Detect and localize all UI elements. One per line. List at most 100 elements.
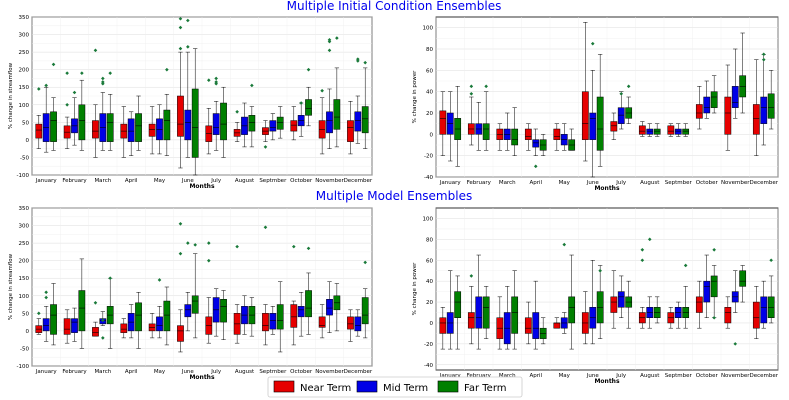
outlier-point bbox=[108, 276, 112, 281]
title-top: Multiple Initial Condition Ensembles bbox=[287, 0, 502, 13]
outlier-point bbox=[193, 243, 197, 247]
box-mid-term bbox=[532, 312, 540, 339]
y-tick-label: 100 bbox=[19, 103, 30, 109]
month-label: July bbox=[615, 373, 627, 379]
y-tick-label: 250 bbox=[19, 241, 30, 247]
y-axis-label: % change in streamflow bbox=[8, 253, 14, 320]
box-far-term bbox=[361, 297, 369, 325]
box-mid-term bbox=[326, 111, 333, 134]
month-label: February bbox=[467, 373, 492, 379]
outlier-point bbox=[469, 84, 474, 89]
box-near-term bbox=[695, 104, 703, 119]
outlier-point bbox=[44, 83, 48, 88]
month-label: Septmber bbox=[259, 178, 287, 184]
box-near-term bbox=[347, 120, 354, 142]
box-far-term bbox=[710, 275, 718, 298]
legend: Near Term Mid Term Far Term bbox=[267, 376, 523, 398]
y-tick-label: -50 bbox=[20, 155, 29, 161]
box-near-term bbox=[695, 296, 703, 313]
box-far-term bbox=[50, 111, 57, 142]
box-far-term bbox=[135, 113, 142, 142]
outlier-point bbox=[37, 311, 41, 316]
title-bottom: Multiple Model Ensembles bbox=[316, 189, 472, 203]
outlier-point bbox=[207, 258, 211, 263]
y-tick-label: 200 bbox=[19, 259, 30, 265]
box-mid-term bbox=[475, 296, 483, 329]
outlier-point bbox=[80, 71, 84, 75]
box-mid-term bbox=[703, 96, 711, 114]
box-near-term bbox=[35, 123, 43, 139]
y-tick-label: 50 bbox=[22, 311, 29, 317]
y-tick-label: 60 bbox=[426, 258, 433, 264]
y-tick-label: 300 bbox=[19, 224, 30, 230]
outlier-point bbox=[320, 88, 324, 93]
box-far-term bbox=[220, 102, 227, 141]
legend-far-swatch bbox=[437, 380, 459, 393]
month-label: Septmber bbox=[665, 180, 693, 186]
y-tick-label: -100 bbox=[17, 173, 30, 179]
outlier-point bbox=[178, 222, 183, 226]
month-label: August bbox=[235, 369, 255, 375]
outlier-point bbox=[733, 342, 738, 346]
y-tick-label: -50 bbox=[20, 346, 29, 352]
box-far-term bbox=[50, 304, 57, 335]
panel-4: -40 -20 0 20 40 60 80 100 January February March Ap… bbox=[412, 207, 779, 385]
outlier-point bbox=[469, 92, 474, 96]
month-label: November bbox=[721, 373, 750, 379]
month-label: December bbox=[344, 178, 373, 184]
month-label: December bbox=[749, 180, 778, 186]
outlier-point bbox=[178, 251, 183, 256]
y-axis-label: % change in power bbox=[412, 262, 418, 315]
panel-1: -100 -50 0 50 100 150 200 250 300 350 January Febru… bbox=[8, 15, 373, 190]
box-far-term bbox=[682, 128, 690, 135]
y-tick-label: 200 bbox=[19, 68, 30, 74]
outlier-point bbox=[306, 246, 311, 251]
outlier-point bbox=[207, 78, 211, 82]
month-label: January bbox=[439, 373, 462, 379]
outlier-point bbox=[263, 145, 268, 149]
y-tick-label: 0 bbox=[26, 138, 30, 144]
box-mid-term bbox=[703, 280, 711, 303]
outlier-point bbox=[186, 45, 190, 49]
box-far-term bbox=[106, 113, 114, 142]
month-label: August bbox=[640, 373, 660, 379]
outlier-point bbox=[101, 76, 105, 81]
box-mid-term bbox=[127, 118, 135, 142]
box-mid-term bbox=[354, 316, 362, 332]
box-mid-term bbox=[354, 111, 362, 132]
outlier-point bbox=[712, 248, 716, 252]
outlier-point bbox=[619, 92, 624, 96]
y-tick-label: 150 bbox=[19, 276, 30, 282]
outlier-point bbox=[235, 110, 239, 114]
outlier-point bbox=[327, 38, 332, 42]
month-label: December bbox=[344, 369, 373, 375]
outlier-point bbox=[363, 60, 367, 65]
box-far-term bbox=[739, 270, 747, 287]
box-near-term bbox=[290, 120, 298, 132]
box-far-term bbox=[78, 290, 86, 332]
box-near-term bbox=[262, 313, 269, 332]
box-far-term bbox=[767, 93, 775, 119]
y-tick-label: 350 bbox=[19, 15, 30, 21]
month-label: July bbox=[210, 369, 222, 375]
month-label: July bbox=[615, 180, 627, 186]
outlier-point bbox=[101, 336, 105, 340]
y-tick-label: -20 bbox=[424, 154, 433, 160]
y-tick-label: 0 bbox=[430, 132, 434, 138]
box-mid-term bbox=[269, 313, 277, 330]
outlier-point bbox=[214, 76, 218, 81]
box-mid-term bbox=[269, 120, 277, 132]
month-label: October bbox=[290, 369, 313, 375]
y-tick-label: 50 bbox=[22, 120, 29, 126]
outlier-point bbox=[65, 102, 69, 107]
outlier-point bbox=[356, 59, 360, 63]
box-mid-term bbox=[617, 291, 625, 308]
month-label: March bbox=[499, 180, 516, 186]
outlier-point bbox=[469, 274, 474, 278]
box-near-term bbox=[318, 316, 326, 328]
outlier-point bbox=[761, 52, 766, 57]
month-label: January bbox=[35, 178, 58, 184]
outlier-point bbox=[93, 48, 98, 53]
legend-near-label: Near Term bbox=[300, 383, 351, 394]
month-label: May bbox=[154, 369, 166, 375]
